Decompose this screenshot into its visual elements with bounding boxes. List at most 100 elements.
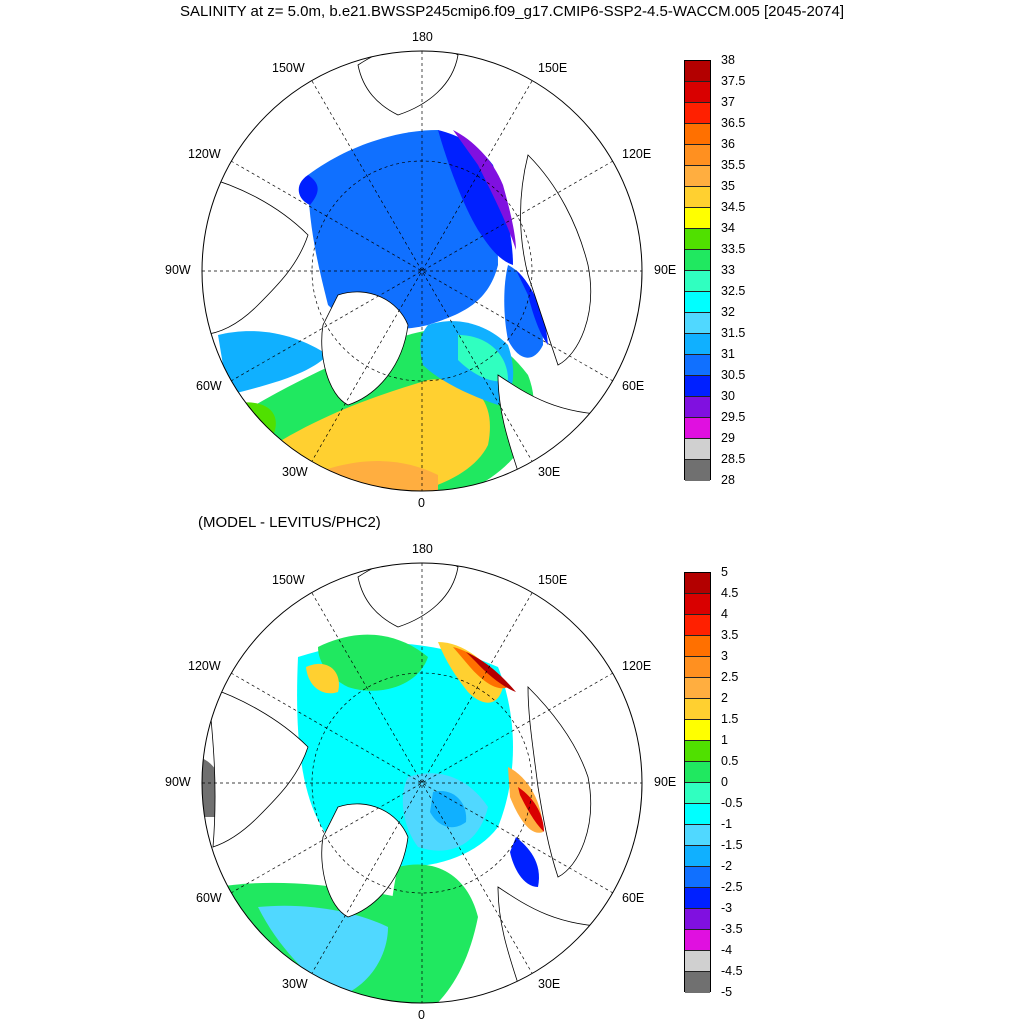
difference-subtitle: (MODEL - LEVITUS/PHC2) [198, 514, 381, 531]
difference-polar-map [201, 562, 643, 1004]
colorbar-tick-label: -5 [721, 985, 733, 999]
colorbar-tick-label: -4 [721, 943, 733, 957]
colorbar-swatch [685, 250, 710, 271]
lon-label-180: 180 [412, 30, 433, 44]
colorbar-tick-label: 0 [721, 775, 728, 789]
difference-map-panel [198, 547, 643, 1017]
colorbar-tick-label: 32.5 [721, 284, 746, 298]
colorbar-swatch [685, 825, 710, 846]
colorbar-swatch [685, 460, 710, 481]
colorbar-tick-label: 28 [721, 473, 735, 487]
lon-label-0-b: 0 [418, 1008, 425, 1022]
graticule-bottom [202, 563, 642, 1003]
colorbar-swatch [685, 594, 710, 615]
lon-label-150e-b: 150E [538, 573, 568, 587]
figure-title: SALINITY at z= 5.0m, b.e21.BWSSP245cmip6… [179, 3, 845, 20]
colorbar-tick-label: -2.5 [721, 880, 743, 894]
graticule [202, 51, 642, 491]
lon-label-90w-b: 90W [165, 775, 191, 789]
colorbar-swatch [685, 720, 710, 741]
colorbar-swatch [685, 166, 710, 187]
colorbar-tick-label: 34.5 [721, 200, 746, 214]
colorbar-tick-label: 32 [721, 305, 735, 319]
colorbar-swatches-bottom [684, 572, 711, 993]
colorbar-swatch [685, 699, 710, 720]
colorbar-tick-label: 37.5 [721, 74, 746, 88]
colorbar-swatch [685, 355, 710, 376]
colorbar-swatch [685, 804, 710, 825]
colorbar-tick-label: 1.5 [721, 712, 739, 726]
lon-label-120e: 120E [622, 147, 652, 161]
colorbar-swatch [685, 741, 710, 762]
colorbar-swatch [685, 867, 710, 888]
colorbar-tick-label: 2 [721, 691, 728, 705]
colorbar-tick-label: 3 [721, 649, 728, 663]
colorbar-swatch [685, 951, 710, 972]
colorbar-tick-label: 30.5 [721, 368, 746, 382]
lon-label-90e: 90E [654, 263, 677, 277]
lon-label-30w: 30W [282, 465, 308, 479]
colorbar-tick-label: 5 [721, 565, 728, 579]
lon-label-90w: 90W [165, 263, 191, 277]
lon-label-60e: 60E [622, 379, 645, 393]
colorbar-tick-label: 4.5 [721, 586, 739, 600]
lon-label-0: 0 [418, 496, 425, 510]
colorbar-tick-label: 35 [721, 179, 735, 193]
colorbar-tick-label: 36.5 [721, 116, 746, 130]
lon-label-150w-b: 150W [272, 573, 305, 587]
colorbar-swatch [685, 61, 710, 82]
colorbar-swatch [685, 439, 710, 460]
colorbar-tick-label: 3.5 [721, 628, 739, 642]
colorbar-swatch [685, 124, 710, 145]
lon-label-90e-b: 90E [654, 775, 677, 789]
lon-label-60w: 60W [196, 379, 222, 393]
colorbar-swatch [685, 909, 710, 930]
colorbar-swatch [685, 103, 710, 124]
colorbar-swatch [685, 972, 710, 993]
colorbar-swatch [685, 657, 710, 678]
colorbar-tick-label: -2 [721, 859, 733, 873]
colorbar-tick-label: 29 [721, 431, 735, 445]
lon-label-120w-b: 120W [188, 659, 221, 673]
colorbar-swatch [685, 930, 710, 951]
colorbar-swatch [685, 888, 710, 909]
colorbar-tick-label: 0.5 [721, 754, 739, 768]
colorbar-tick-label: 34 [721, 221, 735, 235]
lon-label-120w: 120W [188, 147, 221, 161]
colorbar-swatch [685, 418, 710, 439]
colorbar-swatch [685, 313, 710, 334]
colorbar-swatch [685, 292, 710, 313]
lon-label-150e: 150E [538, 61, 568, 75]
salinity-polar-map [201, 50, 643, 492]
colorbar-swatch [685, 145, 710, 166]
colorbar-swatch [685, 783, 710, 804]
lon-label-30w-b: 30W [282, 977, 308, 991]
colorbar-tick-label: 31 [721, 347, 735, 361]
colorbar-tick-label: -3 [721, 901, 733, 915]
colorbar-tick-label: 31.5 [721, 326, 746, 340]
colorbar-tick-label: 35.5 [721, 158, 746, 172]
lon-label-60e-b: 60E [622, 891, 645, 905]
colorbar-tick-label: 36 [721, 137, 735, 151]
colorbar-swatch [685, 615, 710, 636]
colorbar-swatch [685, 678, 710, 699]
colorbar-tick-label: 33.5 [721, 242, 746, 256]
colorbar-tick-label: 37 [721, 95, 735, 109]
colorbar-tick-label: 4 [721, 607, 728, 621]
colorbar-tick-label: 28.5 [721, 452, 746, 466]
lon-label-120e-b: 120E [622, 659, 652, 673]
colorbar-tick-label: -4.5 [721, 964, 743, 978]
colorbar-tick-label: 30 [721, 389, 735, 403]
colorbar-tick-label: 2.5 [721, 670, 739, 684]
colorbar-tick-label: 1 [721, 733, 728, 747]
colorbar-swatch [685, 229, 710, 250]
colorbar-tick-label: 29.5 [721, 410, 746, 424]
colorbar-tick-label: 38 [721, 53, 735, 67]
colorbar-tick-label: -3.5 [721, 922, 743, 936]
colorbar-swatch [685, 846, 710, 867]
difference-colorbar: 5 4.5 4 3.5 3 2.5 2 1.5 1 0.5 0 -0.5 -1 -1.5 -2 -2.5 -3 -… [684, 565, 744, 999]
salinity-colorbar: 38 37.5 37 36.5 36 35.5 35 34.5 34 33.5 33 32.5 32 31… [684, 53, 746, 487]
lon-label-180-b: 180 [412, 542, 433, 556]
colorbar-swatch [685, 271, 710, 292]
colorbar-swatch [685, 573, 710, 594]
